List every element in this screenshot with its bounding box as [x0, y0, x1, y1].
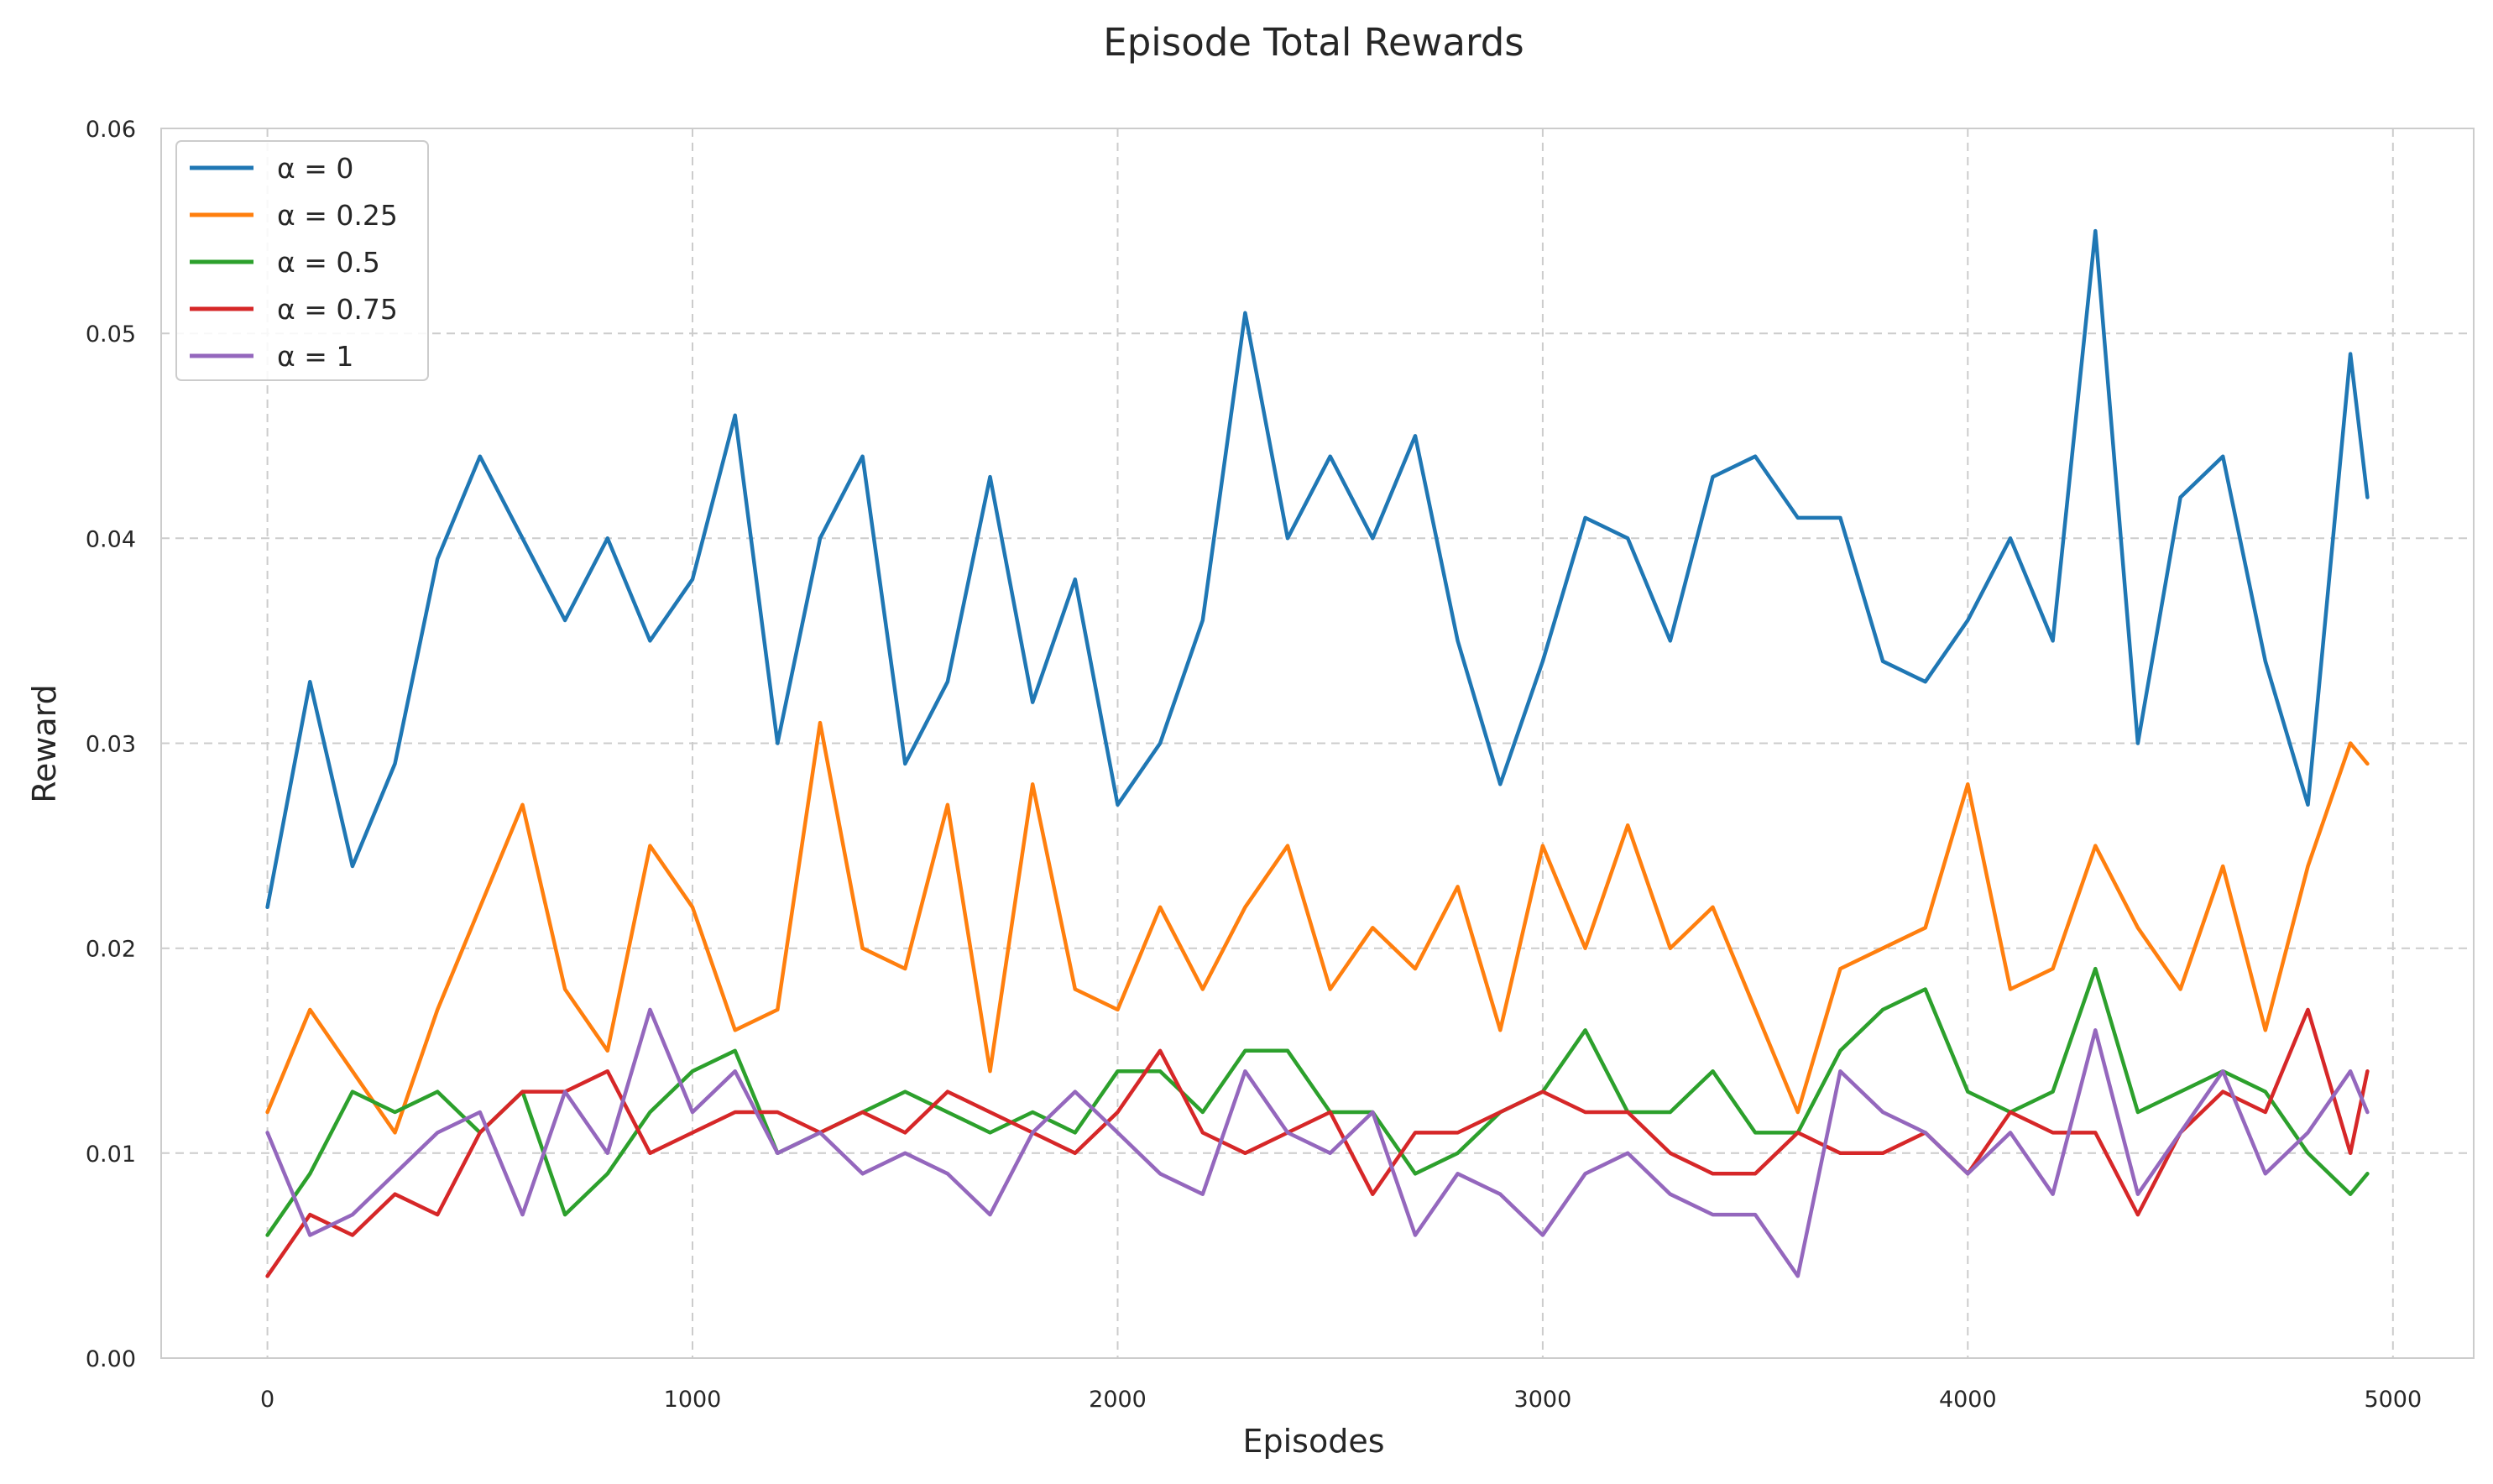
- legend-label-4: α = 1: [277, 340, 353, 373]
- y-tick-label: 0.03: [86, 732, 136, 758]
- legend-frame: [175, 140, 429, 381]
- y-tick-label: 0.06: [86, 117, 136, 143]
- legend-label-3: α = 0.75: [277, 293, 398, 326]
- y-tick-label: 0.04: [86, 526, 136, 552]
- series-line-0: [265, 228, 2370, 910]
- chart-title: Episode Total Rewards: [1103, 20, 1524, 65]
- series-line-1: [265, 720, 2370, 1135]
- series-line-3: [265, 1007, 2370, 1278]
- y-tick-label: 0.02: [86, 937, 136, 963]
- x-axis-title: Episodes: [1242, 1423, 1384, 1460]
- y-tick-label: 0.05: [86, 321, 136, 347]
- y-tick-label: 0.00: [86, 1346, 136, 1372]
- series-line-4: [265, 1007, 2370, 1278]
- legend: α = 0 α = 0.25 α = 0.5 α = 0.75 α = 1: [175, 140, 429, 381]
- x-tick-label: 0: [260, 1387, 274, 1413]
- x-tick-label: 4000: [1939, 1387, 1997, 1413]
- x-tick-label: 1000: [664, 1387, 722, 1413]
- y-axis-title: Reward: [26, 684, 63, 803]
- legend-label-1: α = 0.25: [277, 199, 398, 232]
- legend-label-2: α = 0.5: [277, 246, 380, 279]
- legend-items: α = 0 α = 0.25 α = 0.5 α = 0.75 α = 1: [190, 152, 398, 373]
- x-tick-label: 3000: [1514, 1387, 1572, 1413]
- y-tick-label: 0.01: [86, 1142, 136, 1168]
- series-lines: [265, 228, 2370, 1278]
- x-tick-label: 2000: [1089, 1387, 1147, 1413]
- plot-area-frame: [160, 128, 2475, 1359]
- x-tick-label: 5000: [2364, 1387, 2422, 1413]
- axis-ticks: 0 1000 2000 3000 4000 5000 0.00 0.01 0.02 0.03 0.0…: [86, 117, 2422, 1413]
- legend-label-0: α = 0: [277, 152, 353, 185]
